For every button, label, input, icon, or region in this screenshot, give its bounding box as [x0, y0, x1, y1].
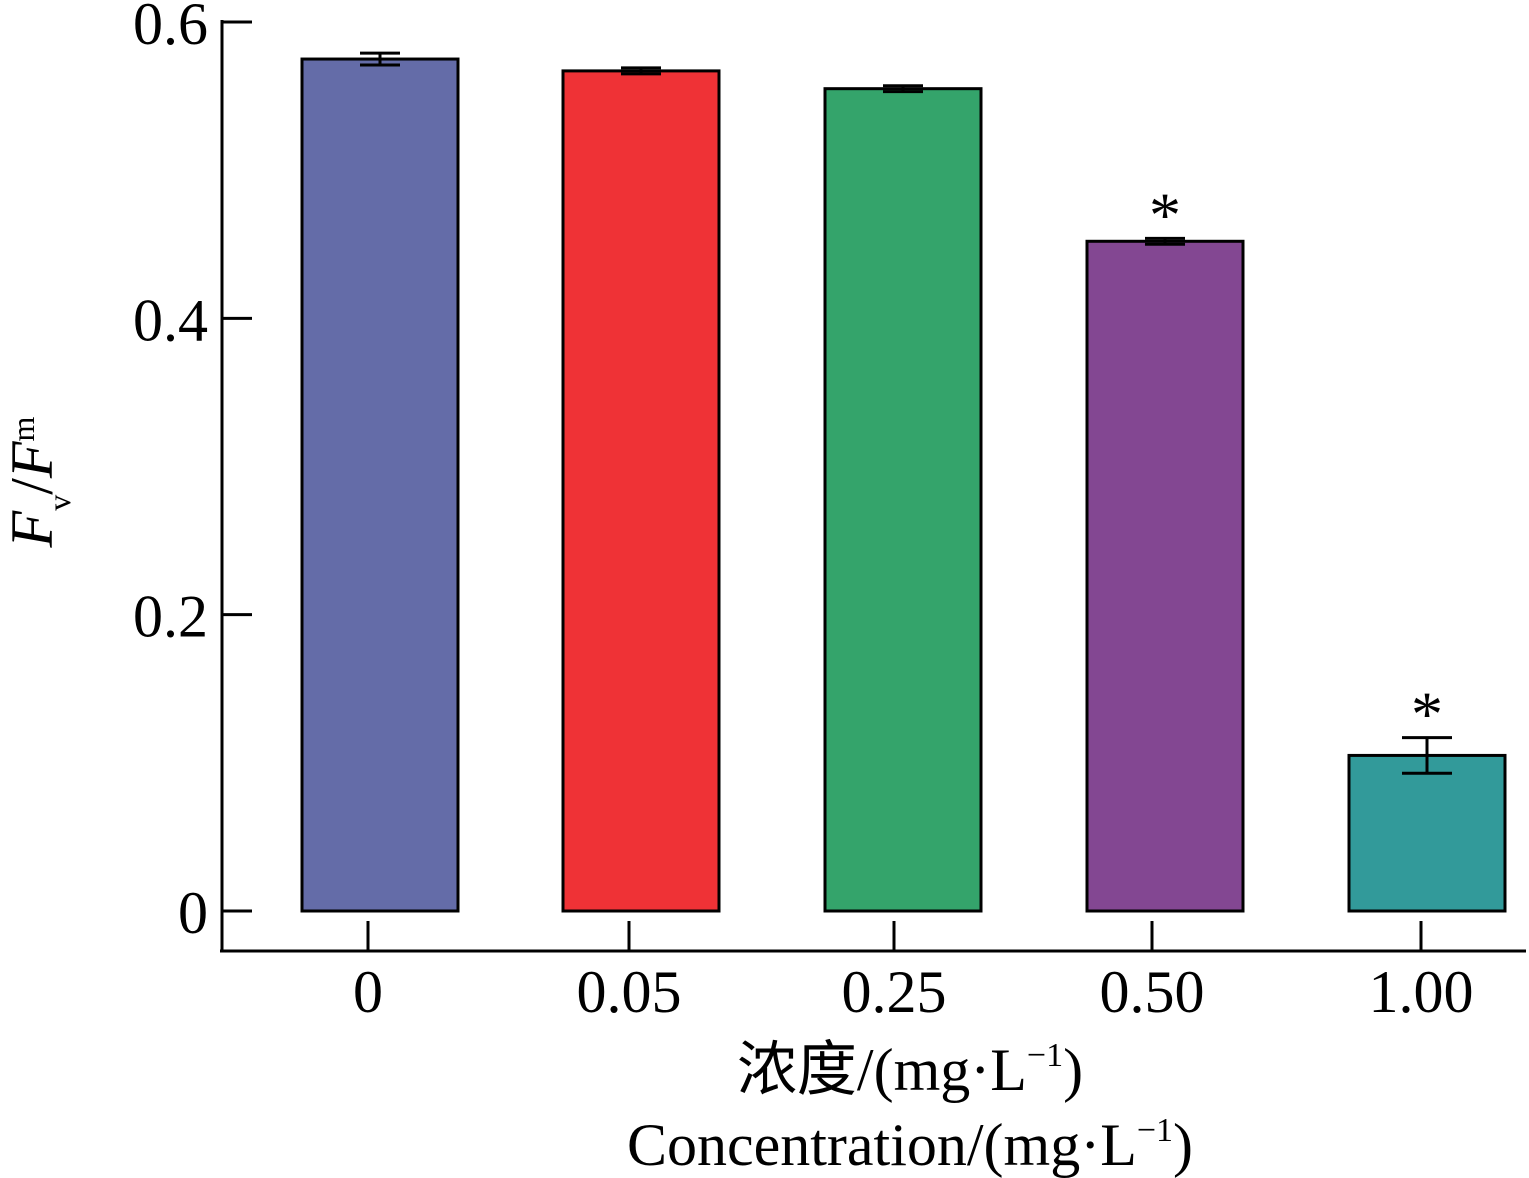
x-label-cn-sup: −1 [1027, 1037, 1063, 1074]
y-label-f2: F [0, 440, 65, 479]
y-tick-label: 0.6 [133, 0, 208, 57]
x-tick-label: 0.05 [577, 959, 682, 1025]
x-tick-label: 1.00 [1369, 959, 1474, 1025]
y-label-sub-v: v [41, 495, 77, 511]
y-axis-label: Fv/Fm [0, 416, 77, 548]
x-tick-label: 0 [353, 959, 383, 1025]
bar [1347, 753, 1507, 913]
bars: ** [300, 51, 1507, 913]
y-tick-label: 0.4 [133, 287, 208, 353]
significance-marker: * [1149, 179, 1181, 250]
x-tick-label: 0.25 [842, 959, 947, 1025]
y-label-f1: F [0, 509, 65, 548]
axes [220, 20, 1526, 953]
y-tick-label: 0.2 [133, 584, 208, 650]
x-label-cn-text: 浓度/(mg·L [737, 1037, 1027, 1103]
y-tick-label: 0 [178, 880, 208, 946]
x-axis-label-en: Concentration/(mg·L−1) [627, 1112, 1193, 1178]
x-ticks: 0 0.05 0.25 0.50 1.00 [353, 921, 1474, 1025]
x-label-cn-close: ) [1063, 1037, 1083, 1103]
bar [300, 57, 460, 913]
bar [561, 69, 721, 913]
y-label-sub-m: m [5, 416, 41, 441]
significance-marker: * [1411, 679, 1443, 750]
x-axis-label-cn: 浓度/(mg·L−1) [737, 1037, 1083, 1103]
y-ticks: 0 0.2 0.4 0.6 [133, 0, 252, 946]
x-label-en-text: Concentration/(mg·L [627, 1112, 1137, 1178]
bar [1085, 239, 1245, 913]
y-label-slash: / [0, 478, 65, 495]
x-label-en-sup: −1 [1137, 1112, 1173, 1149]
bar [823, 87, 983, 913]
x-label-en-close: ) [1173, 1112, 1193, 1178]
x-tick-label: 0.50 [1100, 959, 1205, 1025]
